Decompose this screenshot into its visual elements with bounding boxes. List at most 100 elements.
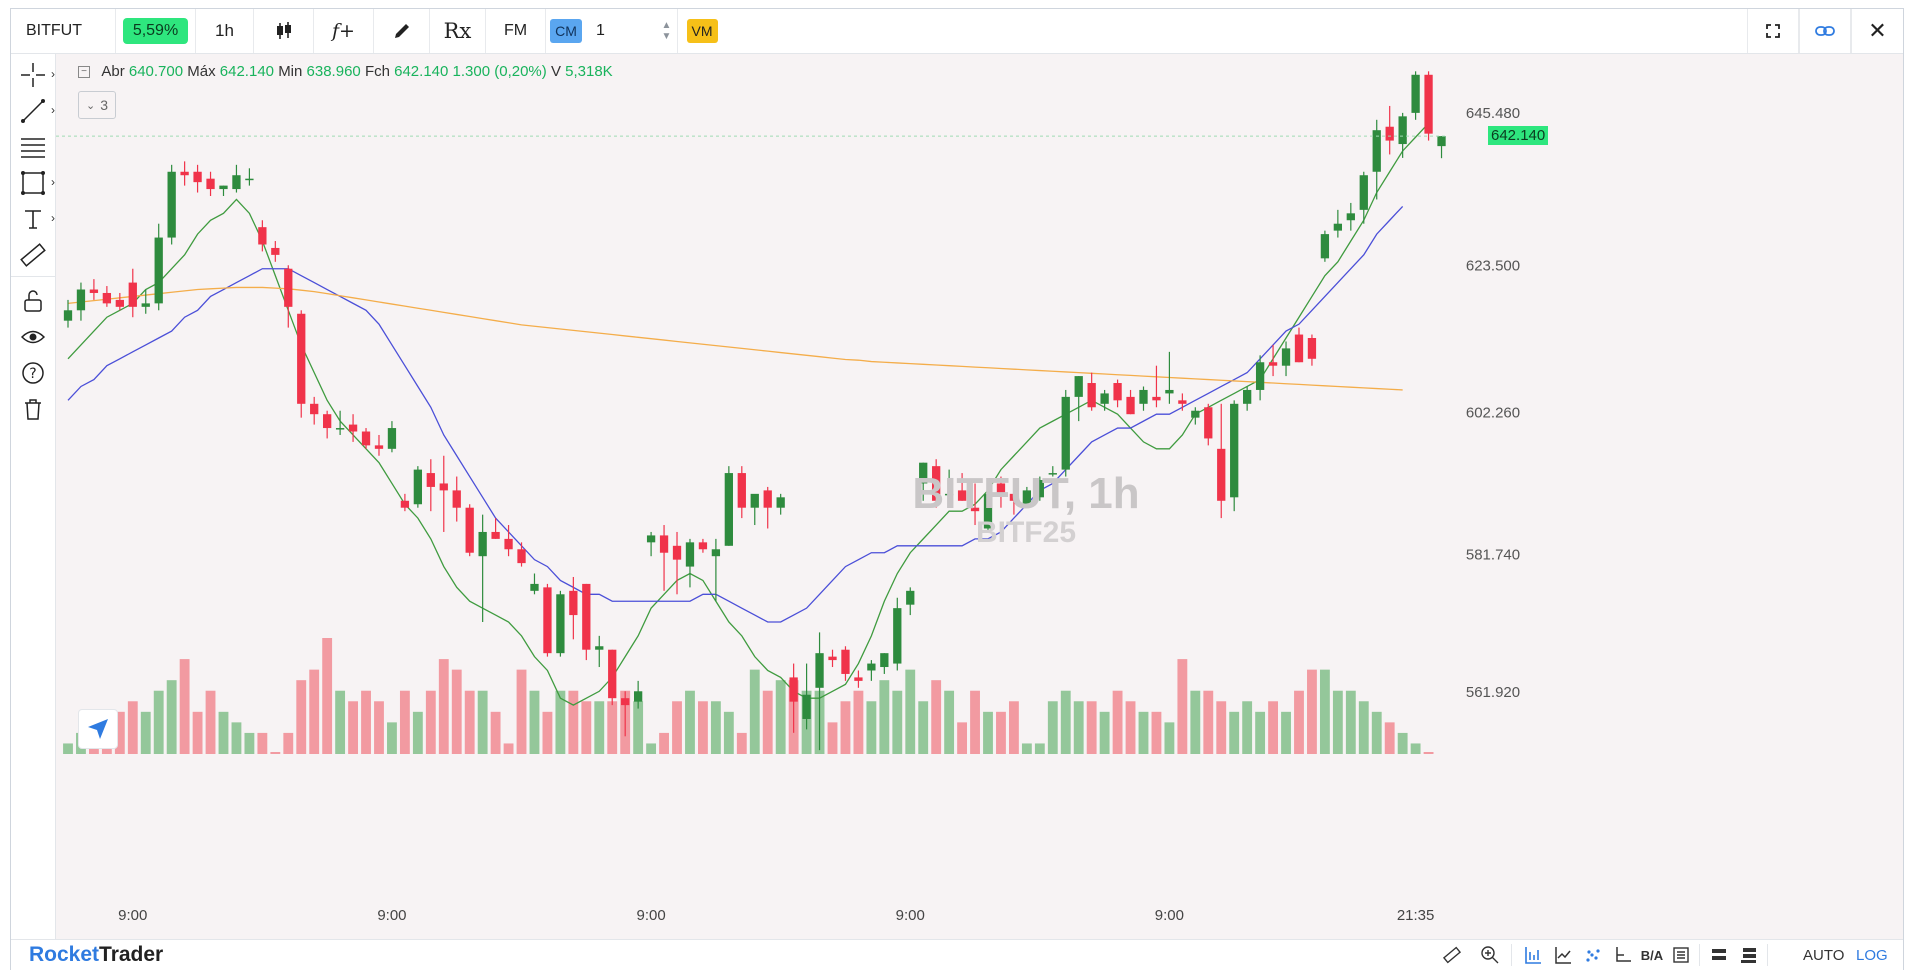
quantity-stepper[interactable]: ▲ ▼ — [656, 9, 678, 53]
list-button[interactable] — [1737, 945, 1761, 965]
bar-view-button[interactable] — [1521, 945, 1545, 965]
line-view-button[interactable] — [1551, 945, 1575, 965]
visibility-tool[interactable] — [11, 318, 55, 356]
moving-average-line-2 — [67, 205, 1404, 623]
cm-button[interactable]: CM — [550, 19, 582, 43]
volume-bar — [1319, 669, 1330, 754]
crosshair-tool[interactable]: › — [11, 56, 55, 94]
candle-body — [1217, 448, 1226, 501]
volume-bar — [1281, 711, 1291, 754]
volume-bar — [1086, 701, 1097, 754]
candle-body — [465, 507, 474, 553]
volume-bar — [931, 680, 942, 754]
rectangle-tool[interactable]: › — [11, 164, 55, 202]
candle-body — [478, 531, 487, 557]
change-value: 1.300 (0,20%) — [452, 63, 547, 80]
volume-bar — [672, 701, 682, 754]
candle-body — [685, 542, 695, 567]
volume-bar — [412, 711, 423, 754]
candle-body — [1048, 473, 1057, 475]
candle-body — [102, 292, 112, 304]
open-value: 640.700 — [128, 63, 184, 80]
line-chart-icon — [1555, 947, 1571, 964]
fullscreen-button[interactable] — [1747, 9, 1799, 53]
log-scale-toggle[interactable]: LOG — [1856, 946, 1888, 964]
candle-body — [348, 424, 358, 432]
volume-bar — [322, 638, 333, 754]
candle-body — [919, 462, 928, 484]
y-tick-label: 581.740 — [1466, 547, 1520, 564]
auto-scale-toggle[interactable]: AUTO — [1803, 946, 1845, 964]
symbol-selector[interactable]: BITFUT — [11, 9, 116, 53]
ruler-tool[interactable] — [11, 236, 55, 274]
link-button[interactable] — [1799, 9, 1851, 53]
studies-toggle[interactable]: ⌄ 3 — [78, 91, 116, 119]
candle-body — [1385, 126, 1394, 141]
ruler-button[interactable] — [1439, 945, 1465, 965]
indicators-button[interactable]: f+ — [314, 9, 374, 53]
candle-body — [1294, 334, 1304, 363]
delete-tool[interactable] — [11, 390, 55, 428]
bid-ask-button[interactable]: B/A — [1640, 947, 1664, 963]
volume-value: 5,318K — [565, 63, 613, 80]
eye-icon — [21, 330, 45, 344]
text-tool[interactable]: › — [11, 200, 55, 238]
horizontal-lines-icon — [21, 138, 45, 158]
chevron-right-icon[interactable]: › — [51, 67, 55, 81]
candle-body — [944, 493, 954, 496]
candle-body — [452, 490, 461, 508]
high-label: Máx — [187, 63, 216, 80]
timeframe-button[interactable]: 1h — [196, 9, 254, 53]
vm-button[interactable]: VM — [686, 19, 718, 43]
candle-body — [556, 594, 565, 654]
rx-button[interactable]: Rx — [430, 9, 486, 53]
candle-body — [180, 171, 189, 176]
zoom-button[interactable] — [1477, 945, 1503, 965]
chevron-right-icon[interactable]: › — [51, 103, 55, 117]
candle-body — [621, 698, 630, 706]
navigation-button[interactable] — [78, 709, 118, 749]
stepper-down-icon[interactable]: ▼ — [661, 31, 672, 42]
volume-bar — [659, 732, 669, 754]
drawing-pen-button[interactable] — [374, 9, 430, 53]
candle-body — [1281, 348, 1291, 366]
candle-body — [1204, 407, 1213, 439]
watermark-subtitle: BITF25 — [975, 516, 1077, 549]
volume-bar — [399, 690, 410, 754]
quantity-input[interactable]: 1 — [596, 22, 605, 39]
volume-bar — [723, 711, 734, 754]
candle-body — [271, 247, 280, 255]
chevron-right-icon[interactable]: › — [51, 211, 55, 225]
line-tool[interactable]: › — [11, 92, 55, 130]
chevron-down-icon: ⌄ — [85, 99, 96, 112]
candle-body — [167, 171, 176, 238]
axis-button[interactable] — [1611, 945, 1635, 965]
close-button[interactable]: ✕ — [1851, 9, 1903, 53]
volume-bar — [387, 722, 397, 754]
collapse-icon[interactable]: − — [78, 66, 90, 79]
volume-bar — [1203, 690, 1214, 754]
volume-bar — [244, 732, 255, 754]
price-chart[interactable]: 645.480 623.500 602.260 581.740 561.920 9:00 9… — [56, 54, 1903, 939]
volume-bar — [438, 659, 449, 754]
scatter-view-button[interactable] — [1581, 945, 1605, 965]
candle-body — [63, 310, 73, 321]
candle-body — [1437, 136, 1446, 147]
bottom-bar: RocketTrader B/A AUTO LOG — [11, 939, 1903, 970]
book-button[interactable] — [1669, 945, 1693, 965]
layers-button[interactable] — [1707, 945, 1731, 965]
ruler-icon — [20, 243, 46, 267]
change-percent-badge: 5,59% — [122, 18, 189, 44]
volume-bar — [1151, 711, 1162, 754]
volume-label: V — [550, 63, 561, 80]
candle-body — [128, 282, 137, 307]
stepper-up-icon[interactable]: ▲ — [661, 20, 672, 31]
fibonacci-tool[interactable] — [11, 128, 55, 166]
help-tool[interactable]: ? — [11, 354, 55, 392]
chevron-right-icon[interactable]: › — [51, 175, 55, 189]
lock-tool[interactable] — [11, 282, 55, 320]
volume-bar — [63, 743, 73, 754]
candles-type-button[interactable] — [254, 9, 314, 53]
chart-plot-area[interactable]: 645.480 623.500 602.260 581.740 561.920 9:00 9… — [56, 54, 1903, 939]
fm-button[interactable]: FM — [486, 9, 546, 53]
